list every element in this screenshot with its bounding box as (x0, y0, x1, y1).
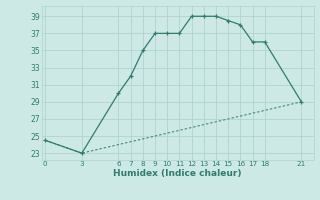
X-axis label: Humidex (Indice chaleur): Humidex (Indice chaleur) (113, 169, 242, 178)
